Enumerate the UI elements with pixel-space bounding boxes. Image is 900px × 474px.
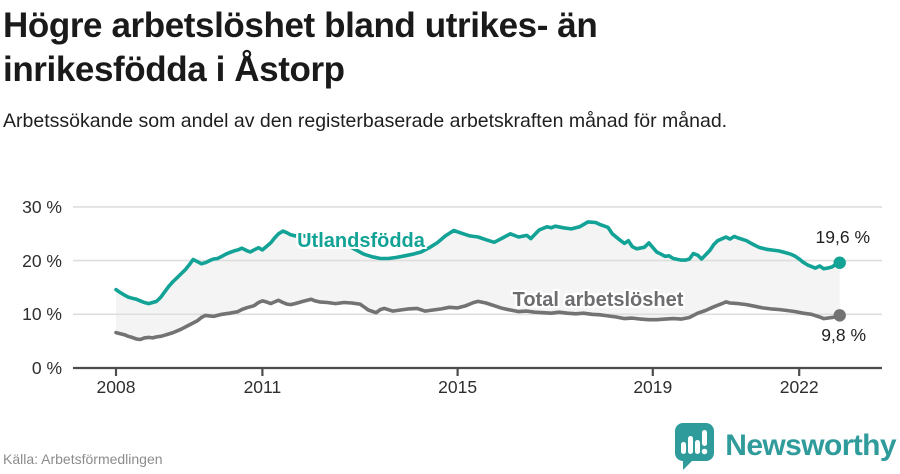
x-tick-label: 2022: [779, 377, 819, 397]
y-tick-label: 30 %: [22, 196, 62, 217]
y-tick-label: 20 %: [22, 250, 62, 271]
x-tick-label: 2008: [96, 377, 136, 397]
end-dot-utlandsfodda: [833, 256, 846, 269]
x-tick-label: 2019: [633, 377, 673, 397]
x-tick-label: 2015: [438, 377, 478, 397]
newsworthy-icon: [675, 423, 715, 470]
source-note: Källa: Arbetsförmedlingen: [3, 451, 163, 467]
x-tick-label: 2011: [243, 377, 282, 397]
band-between-series: [116, 221, 840, 340]
axis-layer: [73, 366, 882, 376]
chart-subtitle: Arbetssökande som andel av den registerb…: [3, 110, 728, 132]
brand-wordmark: Newsworthy: [725, 429, 896, 462]
page-title: Högre arbetslöshet bland utrikes- än inr…: [3, 6, 598, 90]
end-value-utlandsfodda: 19,6 %: [815, 227, 870, 247]
line-total: [114, 297, 842, 342]
y-tick-label: 0 %: [31, 358, 62, 378]
end-value-total: 9,8 %: [821, 325, 866, 345]
series-label-utlandsfodda: Utlandsfödda: [297, 230, 425, 252]
series-label-total: Total arbetslöshet: [512, 289, 684, 311]
y-tick-label: 10 %: [22, 304, 62, 325]
end-dot-total: [833, 309, 846, 322]
brand-logo: Newsworthy: [673, 421, 897, 471]
line-utlandsfodda: [114, 220, 842, 306]
